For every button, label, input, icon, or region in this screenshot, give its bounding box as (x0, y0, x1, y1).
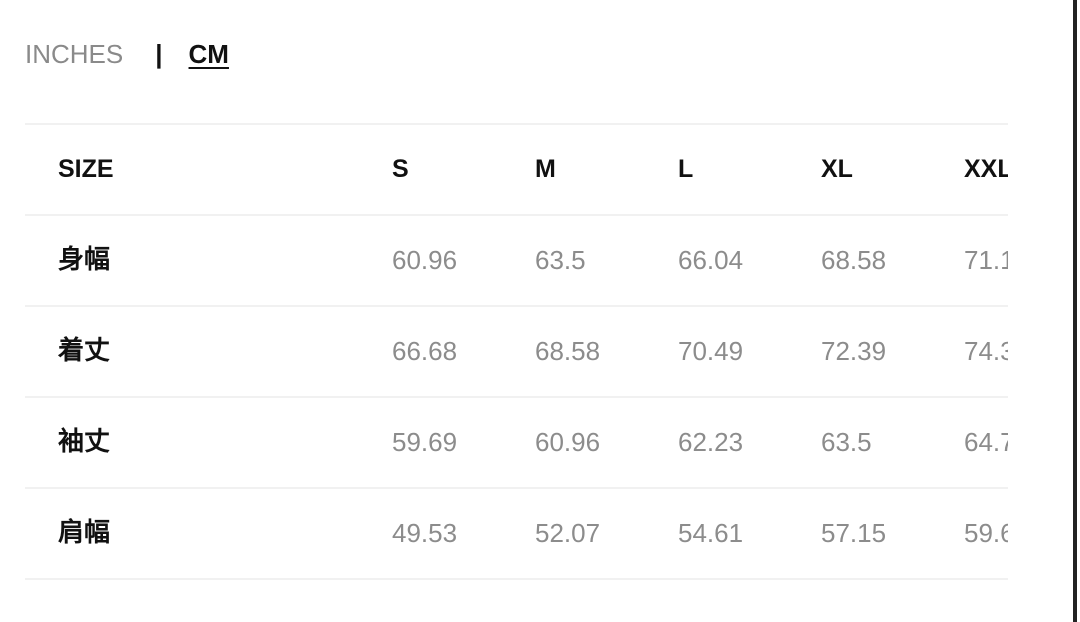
cell-value: 68.58 (821, 245, 887, 275)
cell-value: 54.61 (678, 518, 744, 548)
cell-value: 66.68 (392, 336, 458, 366)
cell-value: 60.96 (392, 245, 458, 275)
unit-option[interactable]: INCHES (25, 38, 124, 69)
header-cell: L (678, 155, 694, 183)
header-row: SIZE S M L XL XXL (25, 123, 1008, 214)
cell-value: 72.39 (821, 336, 887, 366)
unit-toggle: INCHES | CM (25, 36, 229, 72)
cell-value: 49.53 (392, 518, 458, 548)
cell-value: 52.07 (535, 518, 601, 548)
header-cell: XXL (964, 155, 1008, 183)
table-row: 袖丈 59.69 60.96 62.23 63.5 64.77 (25, 396, 1008, 487)
cell-value: 62.23 (678, 427, 744, 457)
cell-value: 59.69 (964, 518, 1008, 548)
cell-value: 59.69 (392, 427, 458, 457)
cell-value: 70.49 (678, 336, 744, 366)
cell-value: 74.3 (964, 336, 1008, 366)
cell-value: 63.5 (535, 245, 586, 275)
row-label: 身幅 (58, 245, 111, 275)
cell-value: 57.15 (821, 518, 887, 548)
cell-value: 60.96 (535, 427, 601, 457)
cell-value: 71.12 (964, 245, 1008, 275)
table-row: 身幅 60.96 63.5 66.04 68.58 71.12 (25, 214, 1008, 305)
header-cell: XL (821, 155, 853, 183)
table-row: 着丈 66.68 68.58 70.49 72.39 74.3 (25, 305, 1008, 396)
cell-value: 68.58 (535, 336, 601, 366)
size-table: SIZE S M L XL XXL 身幅 60.96 63.5 66.04 68.58 71.12 着丈… (25, 123, 1008, 580)
row-label: 袖丈 (58, 427, 111, 457)
row-label: 肩幅 (58, 518, 111, 548)
cell-value: 63.5 (821, 427, 872, 457)
header-cell: SIZE (58, 155, 114, 183)
cell-value: 66.04 (678, 245, 744, 275)
header-cell: M (535, 155, 556, 183)
table-row: 肩幅 49.53 52.07 54.61 57.15 59.69 (25, 487, 1008, 580)
cell-value: 64.77 (964, 427, 1008, 457)
header-cell: S (392, 155, 409, 183)
unit-option[interactable]: CM (188, 38, 229, 69)
edge-border (1073, 0, 1077, 622)
row-label: 着丈 (58, 336, 111, 366)
separator: | (155, 38, 163, 69)
